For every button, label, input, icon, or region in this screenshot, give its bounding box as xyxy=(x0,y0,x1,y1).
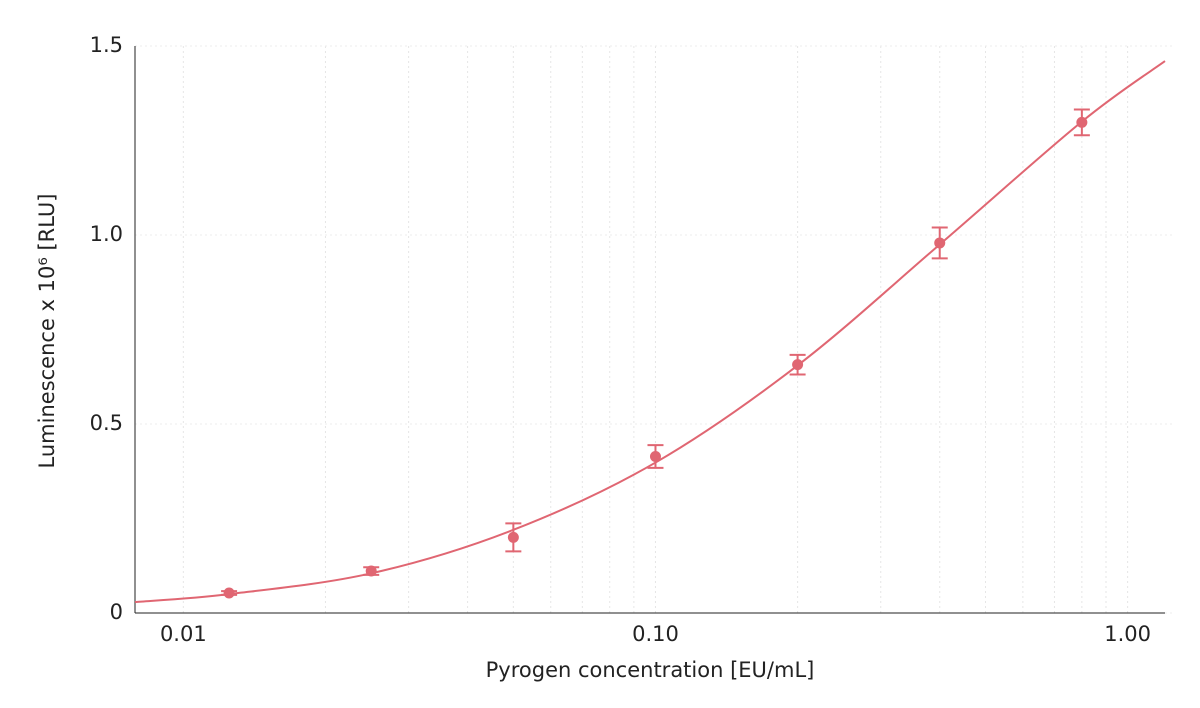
data-point xyxy=(507,531,519,543)
y-tick-label: 0 xyxy=(110,600,123,624)
data-point xyxy=(1076,116,1088,128)
data-point xyxy=(365,565,377,577)
x-tick-label: 0.01 xyxy=(160,622,207,646)
data-point xyxy=(223,587,235,599)
y-tick-label: 1.5 xyxy=(90,33,123,57)
x-axis-label: Pyrogen concentration [EU/mL] xyxy=(486,658,815,682)
y-tick-label: 1.0 xyxy=(90,222,123,246)
data-point xyxy=(649,451,661,463)
data-point xyxy=(792,359,804,371)
y-axis-label: Luminescence x 10⁶ [RLU] xyxy=(35,194,59,469)
fit-curve xyxy=(134,60,1166,604)
x-tick-label: 1.00 xyxy=(1104,622,1151,646)
x-tick-label: 0.10 xyxy=(632,622,679,646)
y-tick-label: 0.5 xyxy=(90,411,123,435)
data-point xyxy=(934,237,946,249)
